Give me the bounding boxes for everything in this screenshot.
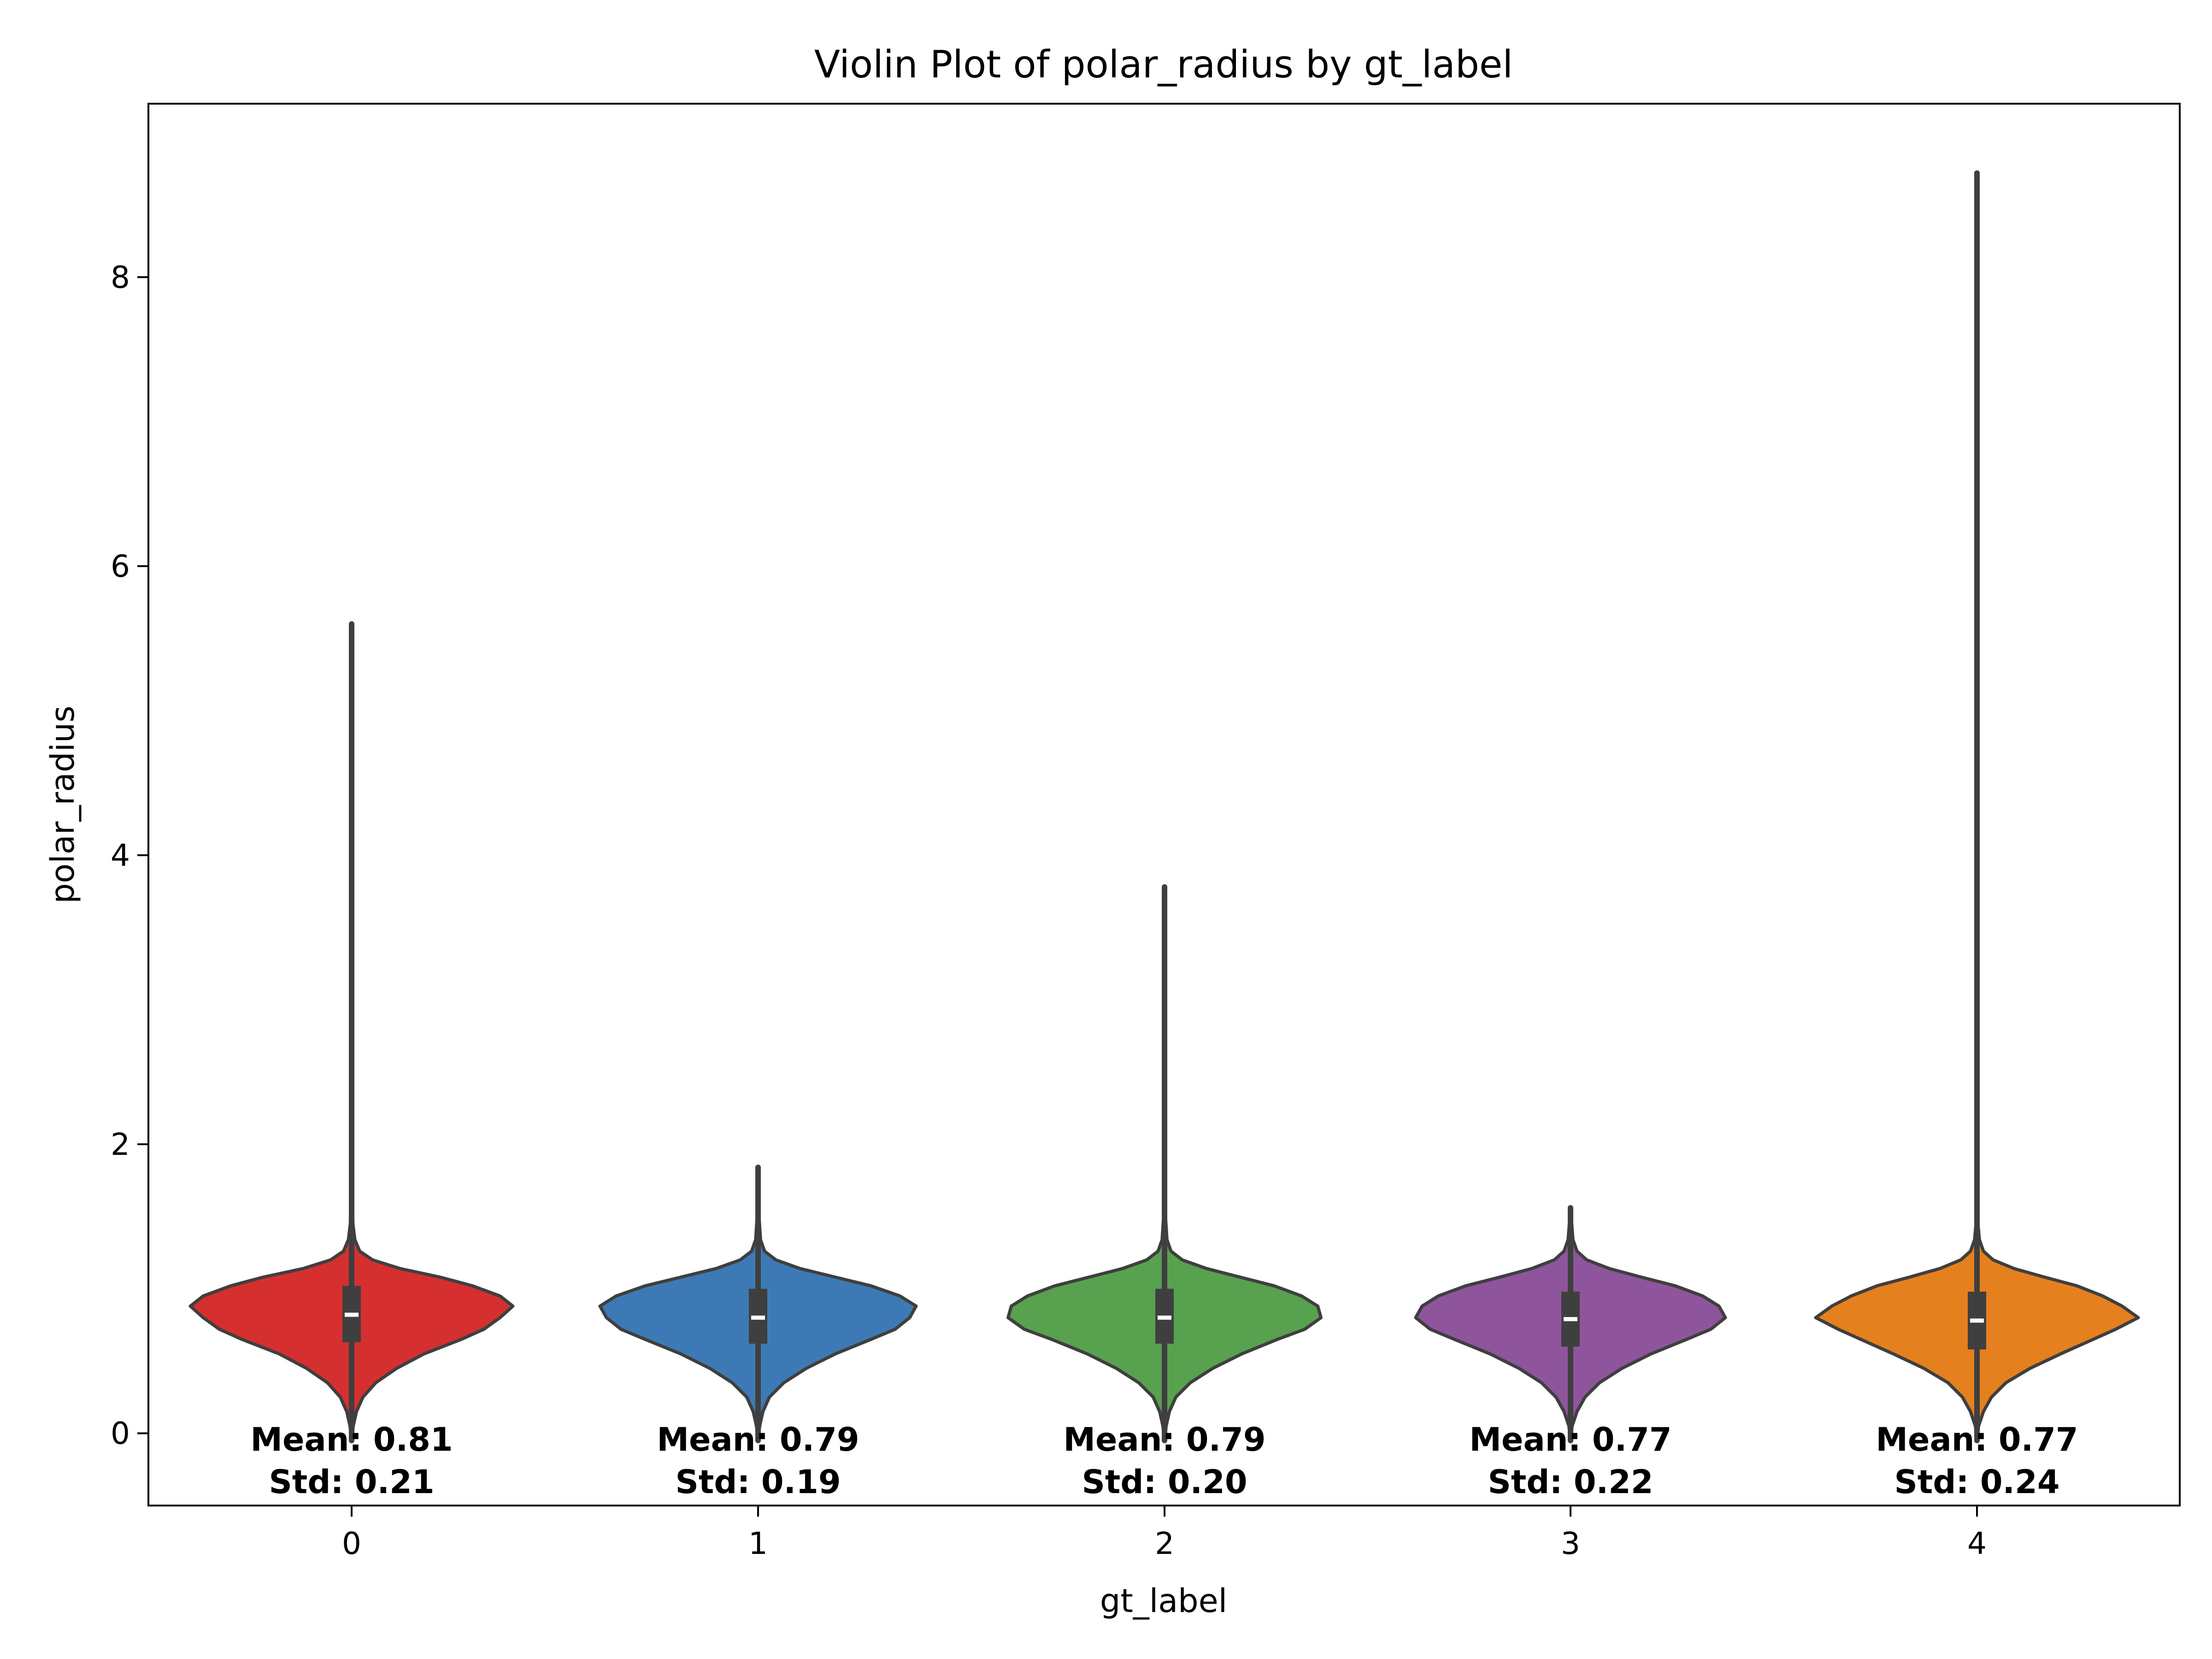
y-tick-label-2: 2 xyxy=(111,1127,130,1162)
x-axis-ticks: 0 1 2 3 4 xyxy=(342,1506,1987,1561)
x-tick-label-2: 2 xyxy=(1155,1526,1174,1561)
stat-labels-group: Mean: 0.81 Std: 0.21 Mean: 0.79 Std: 0.19 Me… xyxy=(250,1421,2078,1501)
x-tick-label-3: 3 xyxy=(1561,1526,1580,1561)
x-tick-label-0: 0 xyxy=(342,1526,361,1561)
mean-label-0: Mean: 0.81 xyxy=(250,1421,453,1459)
x-tick-label-1: 1 xyxy=(748,1526,768,1561)
mean-label-2: Mean: 0.79 xyxy=(1063,1421,1265,1459)
std-label-0: Std: 0.21 xyxy=(269,1463,434,1501)
y-tick-label-8: 8 xyxy=(111,259,130,295)
y-axis-ticks: 0 2 4 6 8 xyxy=(111,259,148,1451)
std-label-2: Std: 0.20 xyxy=(1082,1463,1247,1501)
std-label-1: Std: 0.19 xyxy=(675,1463,841,1501)
mean-label-3: Mean: 0.77 xyxy=(1469,1421,1671,1459)
y-tick-label-0: 0 xyxy=(111,1416,130,1451)
violins-group xyxy=(188,170,2140,1443)
mean-label-1: Mean: 0.79 xyxy=(657,1421,859,1459)
y-axis-label: polar_radius xyxy=(44,706,82,904)
y-tick-label-6: 6 xyxy=(111,549,130,584)
chart-title: Violin Plot of polar_radius by gt_label xyxy=(814,43,1513,87)
x-axis-label: gt_label xyxy=(1100,1582,1227,1620)
std-label-4: Std: 0.24 xyxy=(1894,1463,2059,1501)
y-tick-label-4: 4 xyxy=(111,838,130,873)
std-label-3: Std: 0.22 xyxy=(1488,1463,1653,1501)
x-tick-label-4: 4 xyxy=(1967,1526,1987,1561)
mean-label-4: Mean: 0.77 xyxy=(1876,1421,2078,1459)
